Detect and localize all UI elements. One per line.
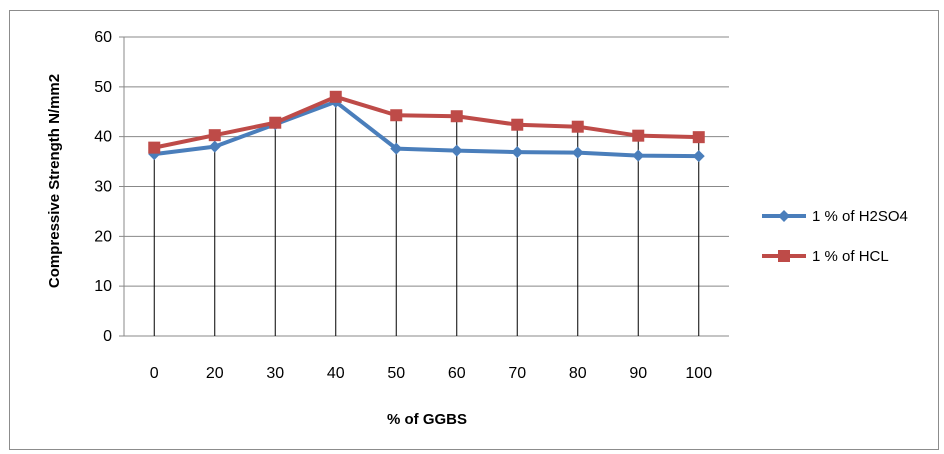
line-chart: 0 10 20 30 40 50 60 0 20 30 40 50 60 70 80 90 100 Compr… — [46, 29, 908, 428]
data-point-diamond — [571, 146, 584, 159]
data-point-square — [148, 141, 161, 154]
x-tick-label: 50 — [387, 365, 405, 382]
y-tick-label: 10 — [94, 278, 112, 295]
x-axis-ticks: 0 20 30 40 50 60 70 80 90 100 — [150, 365, 712, 382]
y-tick-label: 50 — [94, 79, 112, 96]
legend-label-1: 1 % of H2SO4 — [812, 208, 908, 225]
y-tick-label: 40 — [94, 129, 112, 146]
x-tick-label: 100 — [685, 365, 712, 382]
data-point-diamond — [208, 140, 221, 153]
series-layer — [148, 90, 705, 163]
y-tick-label: 20 — [94, 228, 112, 245]
y-tick-label: 30 — [94, 179, 112, 196]
x-tick-label: 60 — [448, 365, 466, 382]
data-point-diamond — [692, 150, 705, 163]
legend-marker-square — [778, 250, 790, 262]
legend-label-2: 1 % of HCL — [812, 248, 889, 265]
data-point-square — [692, 131, 705, 144]
data-point-square — [571, 120, 584, 133]
data-point-square — [269, 116, 282, 129]
data-point-square — [208, 129, 221, 142]
data-point-diamond — [390, 142, 403, 155]
legend-marker-diamond — [778, 210, 790, 222]
gridlines — [119, 36, 729, 337]
data-point-diamond — [632, 149, 645, 162]
y-tick-label: 60 — [94, 29, 112, 46]
data-point-square — [390, 109, 403, 122]
x-tick-label: 70 — [508, 365, 526, 382]
x-axis-title: % of GGBS — [387, 411, 467, 428]
data-point-square — [511, 118, 524, 131]
series-line-2 — [153, 94, 699, 150]
x-tick-label: 90 — [629, 365, 647, 382]
drop-lines — [153, 96, 700, 336]
data-point-square — [632, 129, 645, 142]
data-point-diamond — [450, 144, 463, 157]
series-line-1 — [154, 99, 699, 159]
x-tick-label: 30 — [266, 365, 284, 382]
chart-frame: 0 10 20 30 40 50 60 0 20 30 40 50 60 70 80 90 100 Compr… — [9, 10, 939, 450]
data-point-diamond — [511, 146, 524, 159]
legend: 1 % of H2SO4 1 % of HCL — [762, 208, 908, 265]
y-tick-label: 0 — [103, 328, 112, 345]
x-tick-label: 80 — [569, 365, 587, 382]
data-point-square — [450, 110, 463, 123]
y-axis-title: Compressive Strength N/mm2 — [46, 74, 63, 288]
x-tick-label: 40 — [327, 365, 345, 382]
y-axis-ticks: 0 10 20 30 40 50 60 — [94, 29, 112, 345]
x-tick-label: 20 — [206, 365, 224, 382]
data-point-square — [329, 90, 342, 103]
x-tick-label: 0 — [150, 365, 159, 382]
